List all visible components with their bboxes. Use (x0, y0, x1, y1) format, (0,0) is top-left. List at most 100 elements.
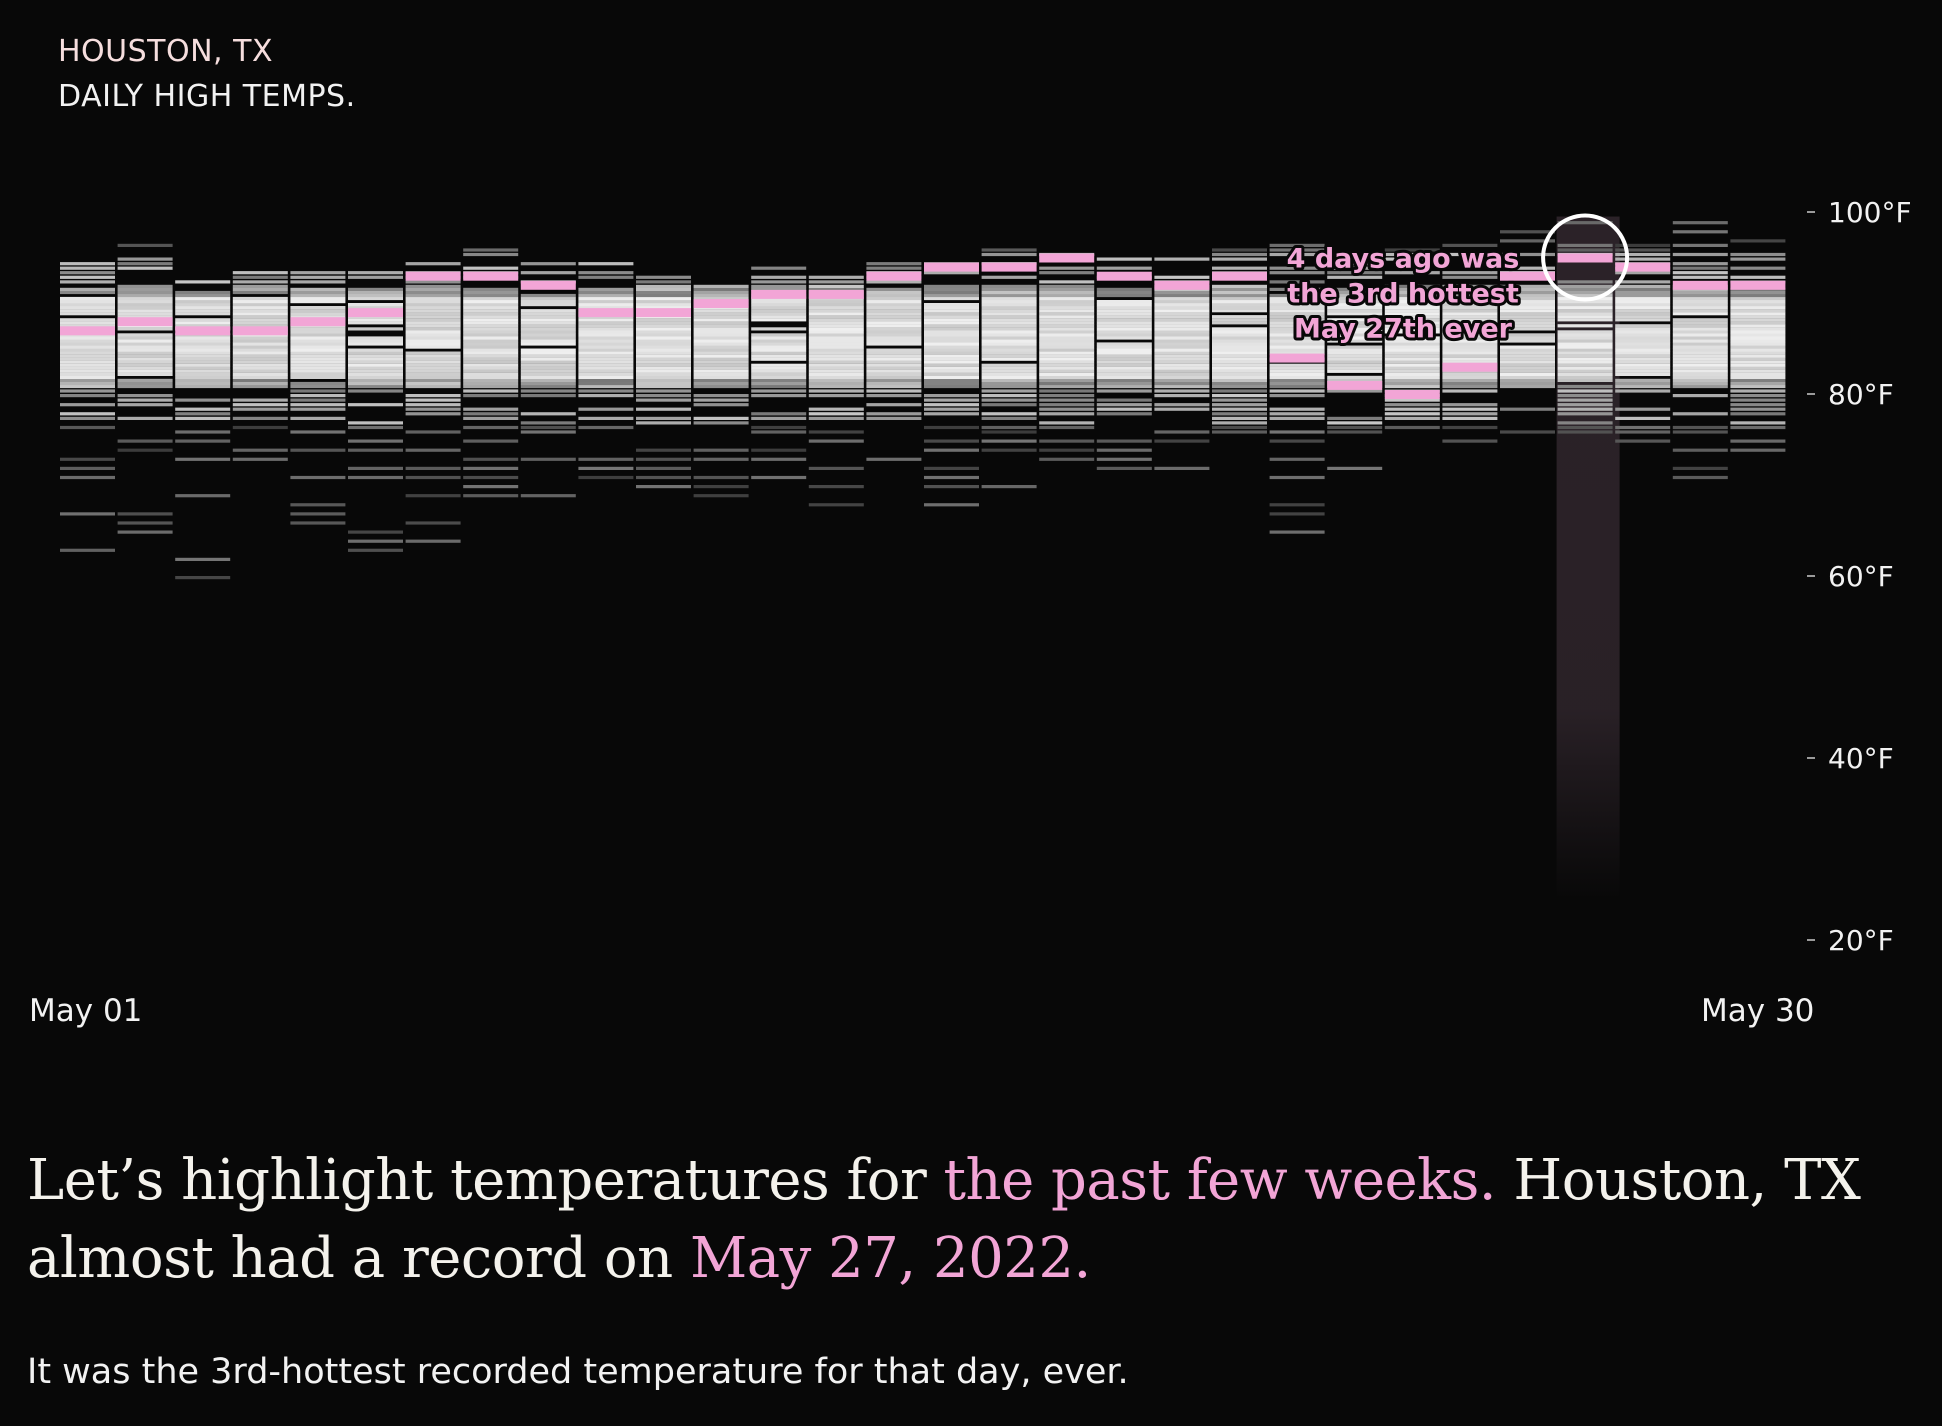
historical-temp-dash (578, 293, 634, 298)
historical-temp-dash (1384, 372, 1440, 376)
historical-temp-dash (981, 336, 1037, 340)
historical-temp-dash (751, 339, 807, 343)
historical-temp-dash (348, 369, 403, 373)
historical-temp-dash (1615, 327, 1671, 331)
historical-temp-dash (1615, 315, 1671, 319)
historical-temp-dash (1212, 248, 1267, 252)
historical-temp-dash (981, 287, 1037, 291)
historical-temp-dash (1212, 290, 1267, 295)
historical-temp-dash (232, 280, 288, 284)
historical-temp-dash (232, 425, 288, 430)
historical-temp-dash (1672, 327, 1728, 331)
historical-temp-dash (1154, 351, 1210, 355)
historical-temp-dash (175, 351, 231, 355)
historical-temp-dash (1557, 336, 1613, 340)
historical-temp-dash (1730, 327, 1786, 331)
historical-temp-dash (636, 466, 691, 470)
historical-temp-dash (1154, 321, 1210, 325)
historical-temp-dash (60, 369, 115, 373)
historical-temp-dash (924, 321, 979, 325)
historical-temp-dash (117, 360, 173, 364)
historical-temp-dash (578, 351, 634, 355)
historical-temp-dash (463, 475, 519, 480)
historical-temp-dash (175, 303, 231, 307)
historical-temp-dash (520, 271, 576, 275)
historical-temp-dash (1730, 348, 1786, 352)
historical-temp-dash (1500, 324, 1555, 328)
historical-temp-dash (60, 290, 115, 295)
historical-temp-dash (751, 412, 807, 416)
historical-temp-dash (232, 366, 288, 370)
historical-temp-dash (578, 321, 634, 325)
historical-temp-dash (1039, 342, 1095, 346)
historical-temp-dash (463, 248, 519, 252)
historical-temp-dash (1327, 351, 1383, 355)
historical-temp-dash (808, 384, 864, 389)
recent-temp-mark (1672, 280, 1728, 290)
historical-temp-dash (578, 425, 634, 430)
historical-temp-dash (808, 357, 864, 361)
historical-temp-dash (924, 363, 979, 367)
historical-temp-dash (1039, 309, 1095, 313)
historical-temp-dash (290, 394, 346, 398)
historical-temp-dash (924, 348, 979, 352)
historical-temp-dash (693, 360, 749, 364)
historical-temp-dash (1442, 309, 1498, 313)
historical-temp-dash (1212, 303, 1267, 307)
historical-temp-dash (1212, 369, 1267, 373)
historical-temp-dash (1154, 327, 1210, 331)
historical-temp-dash (1730, 315, 1786, 319)
historical-temp-dash (60, 375, 115, 379)
historical-temp-dash (693, 345, 749, 349)
historical-temp-dash (1557, 375, 1613, 379)
historical-temp-dash (1327, 293, 1383, 298)
historical-temp-dash (405, 366, 461, 370)
historical-temp-dash (232, 321, 288, 325)
historical-temp-dash (175, 357, 231, 361)
historical-temp-dash (175, 336, 231, 340)
historical-temp-dash (1039, 339, 1095, 343)
historical-temp-dash (290, 398, 346, 402)
historical-temp-dash (520, 321, 576, 325)
historical-temp-dash (60, 321, 115, 325)
historical-temp-dash (808, 333, 864, 337)
historical-temp-dash (1672, 366, 1728, 370)
historical-temp-dash (636, 330, 691, 334)
historical-temp-dash (751, 336, 807, 340)
historical-temp-dash (1212, 372, 1267, 376)
historical-temp-dash (693, 333, 749, 337)
historical-temp-dash (175, 430, 231, 434)
historical-temp-dash (924, 324, 979, 328)
historical-temp-dash (175, 494, 231, 498)
historical-temp-dash (693, 348, 749, 352)
historical-temp-dash (808, 394, 864, 398)
historical-temp-dash (924, 375, 979, 379)
historical-temp-dash (348, 421, 403, 425)
historical-temp-dash (1154, 375, 1210, 379)
historical-temp-dash (1096, 306, 1152, 310)
historical-temp-dash (1672, 412, 1728, 416)
historical-temp-dash (1269, 243, 1325, 247)
historical-temp-dash (693, 296, 749, 301)
historical-temp-dash (463, 303, 519, 307)
historical-temp-dash (1615, 372, 1671, 376)
historical-temp-dash (1212, 315, 1267, 319)
historical-temp-dash (175, 381, 231, 386)
historical-temp-dash (808, 485, 864, 489)
historical-temp-dash (520, 330, 576, 334)
historical-temp-dash (1615, 336, 1671, 340)
historical-temp-dash (1096, 369, 1152, 373)
historical-temp-dash (1269, 312, 1325, 316)
historical-temp-dash (808, 366, 864, 370)
historical-temp-dash (463, 360, 519, 364)
historical-temp-dash (1672, 360, 1728, 364)
historical-temp-dash (405, 521, 461, 525)
historical-temp-dash (290, 342, 346, 346)
historical-temp-dash (1500, 378, 1555, 382)
historical-temp-dash (117, 394, 173, 398)
historical-temp-dash (1269, 348, 1325, 352)
historical-temp-dash (1154, 257, 1210, 261)
historical-temp-dash (463, 327, 519, 331)
historical-temp-dash (463, 494, 519, 498)
historical-temp-dash (751, 369, 807, 373)
